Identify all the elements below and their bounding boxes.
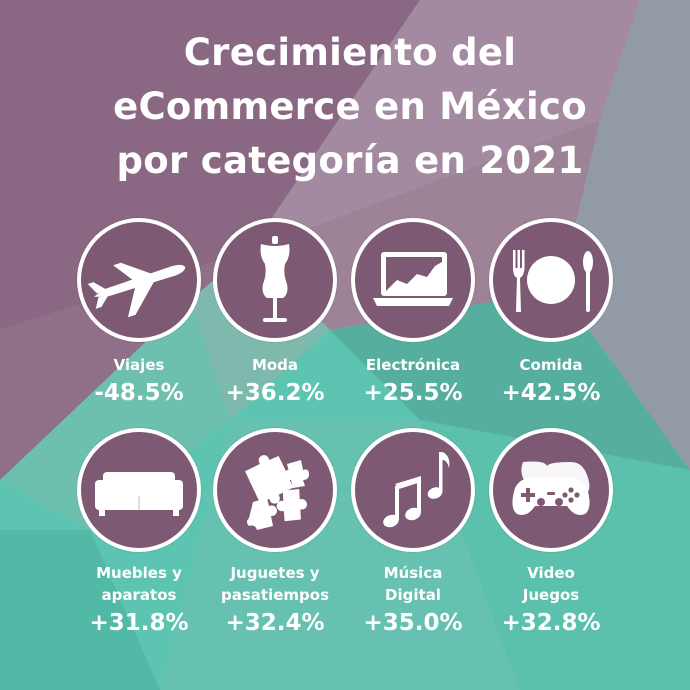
category-label: Juguetes y pasatiempos <box>205 562 345 606</box>
category-value: -48.5% <box>94 380 184 406</box>
category-value: +36.2% <box>225 380 325 406</box>
category-electronica: Electrónica +25.5% <box>343 218 483 408</box>
icon-circle <box>351 218 475 342</box>
category-viajes: Viajes -48.5% <box>69 218 209 408</box>
category-value: +32.4% <box>225 610 325 636</box>
category-moda: Moda +36.2% <box>205 218 345 408</box>
category-value: +31.8% <box>89 610 189 636</box>
laptop-icon <box>373 252 453 306</box>
page-title: Crecimiento del eCommerce en México por … <box>40 26 660 188</box>
icon-circle <box>489 218 613 342</box>
category-juguetes: Juguetes y pasatiempos +32.4% <box>205 428 345 638</box>
category-label: Video Juegos <box>481 562 621 606</box>
category-label: Comida <box>519 356 583 374</box>
title-line: eCommerce en México <box>113 85 587 128</box>
category-label: Electrónica <box>365 356 461 374</box>
gamepad-icon <box>512 461 590 515</box>
label-line: Juegos <box>522 586 580 604</box>
icon-circle <box>351 428 475 552</box>
plate-cutlery-icon <box>513 250 593 312</box>
icon-circle <box>213 218 337 342</box>
icon-circle <box>77 218 201 342</box>
category-value: +35.0% <box>363 610 463 636</box>
title-line: por categoría en 2021 <box>116 139 584 182</box>
category-muebles: Muebles y aparatos +31.8% <box>69 428 209 638</box>
label-line: Juguetes y <box>230 564 320 582</box>
icon-circle <box>489 428 613 552</box>
title-line: Crecimiento del <box>183 31 517 74</box>
category-value: +42.5% <box>501 380 601 406</box>
airplane-icon <box>87 262 186 318</box>
label-line: Música <box>383 564 443 582</box>
label-line: Muebles y <box>96 564 182 582</box>
icon-circle <box>77 428 201 552</box>
category-label: Muebles y aparatos <box>69 562 209 606</box>
puzzle-icon <box>245 455 309 530</box>
category-value: +25.5% <box>363 380 463 406</box>
mannequin-icon <box>260 236 290 322</box>
category-video-juegos: Video Juegos +32.8% <box>481 428 621 638</box>
category-musica: Música Digital +35.0% <box>343 428 483 638</box>
icon-circle <box>213 428 337 552</box>
label-line: pasatiempos <box>221 586 329 604</box>
label-line: aparatos <box>101 586 177 604</box>
music-notes-icon <box>383 452 450 528</box>
sofa-icon <box>95 472 183 516</box>
category-comida: Comida +42.5% <box>481 218 621 408</box>
category-value: +32.8% <box>501 610 601 636</box>
category-label: Música Digital <box>343 562 483 606</box>
category-label: Viajes <box>113 356 165 374</box>
label-line: Digital <box>385 586 441 604</box>
label-line: Video <box>527 564 575 582</box>
category-label: Moda <box>251 356 299 374</box>
